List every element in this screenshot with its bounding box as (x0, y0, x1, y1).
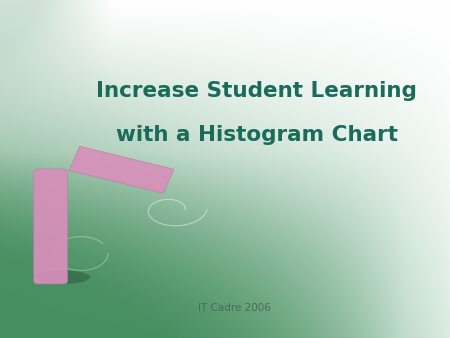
FancyBboxPatch shape (34, 169, 68, 284)
Text: with a Histogram Chart: with a Histogram Chart (116, 125, 397, 145)
Text: IT Cadre 2006: IT Cadre 2006 (198, 303, 270, 313)
Text: Increase Student Learning: Increase Student Learning (96, 81, 417, 101)
Ellipse shape (36, 270, 90, 284)
Polygon shape (69, 146, 174, 193)
